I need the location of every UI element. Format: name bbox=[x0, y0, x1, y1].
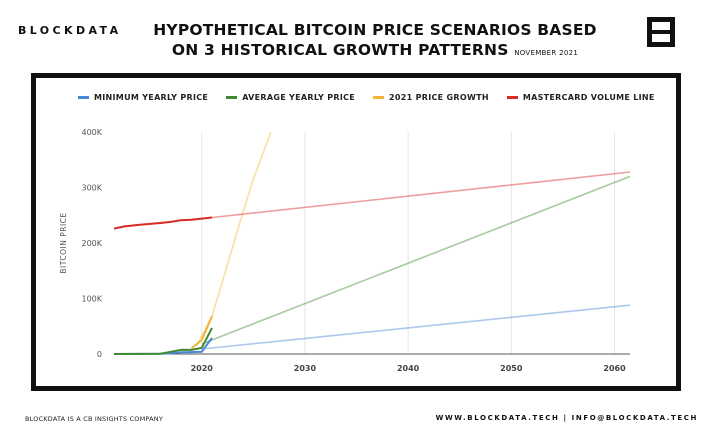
legend-item-mastercard: MASTERCARD VOLUME LINE bbox=[506, 93, 655, 102]
x-tick-label: 2020 bbox=[191, 364, 214, 373]
legend-label-average: AVERAGE YEARLY PRICE bbox=[242, 93, 356, 102]
historical-line-mastercard bbox=[114, 216, 213, 230]
chart-title: HYPOTHETICAL BITCOIN PRICE SCENARIOS BAS… bbox=[140, 20, 610, 63]
projection-line-average bbox=[201, 175, 630, 345]
x-tick-label: 2060 bbox=[603, 364, 626, 373]
y-tick-label: 200K bbox=[81, 239, 102, 248]
chart-legend: MINIMUM YEARLY PRICE AVERAGE YEARLY PRIC… bbox=[78, 93, 655, 102]
x-tick-label: 2040 bbox=[397, 364, 420, 373]
legend-label-2021-growth: 2021 PRICE GROWTH bbox=[389, 93, 489, 102]
y-tick-label: 400K bbox=[81, 128, 102, 137]
legend-label-mastercard: MASTERCARD VOLUME LINE bbox=[522, 93, 655, 102]
blockdata-logo-icon bbox=[647, 17, 675, 47]
legend-item-2021-growth: 2021 PRICE GROWTH bbox=[373, 93, 489, 102]
brand-logo-text: BLOCKDATA bbox=[18, 24, 122, 37]
x-tick-label: 2030 bbox=[294, 364, 317, 373]
x-tick-label: 2050 bbox=[500, 364, 523, 373]
y-tick-label: 100K bbox=[81, 295, 102, 304]
legend-item-minimum: MINIMUM YEARLY PRICE bbox=[78, 93, 208, 102]
y-tick-label: 0 bbox=[97, 350, 102, 359]
historical-line-2021-growth bbox=[190, 315, 213, 350]
legend-swatch-average bbox=[226, 96, 238, 99]
y-tick-label: 300K bbox=[81, 184, 102, 193]
title-line-1: HYPOTHETICAL BITCOIN PRICE SCENARIOS BAS… bbox=[153, 21, 597, 39]
projection-line-minimum bbox=[201, 304, 630, 350]
chart-frame bbox=[31, 73, 681, 391]
publication-date: NOVEMBER 2021 bbox=[514, 49, 579, 57]
legend-swatch-2021-growth bbox=[373, 96, 385, 99]
projection-line-mastercard bbox=[211, 171, 630, 219]
footer-company-note: BLOCKDATA IS A CB INSIGHTS COMPANY bbox=[25, 415, 164, 423]
legend-item-average: AVERAGE YEARLY PRICE bbox=[226, 93, 355, 102]
y-axis-label: BITCOIN PRICE bbox=[59, 212, 68, 273]
title-line-2: ON 3 HISTORICAL GROWTH PATTERNS bbox=[171, 41, 509, 59]
footer-contact: WWW.BLOCKDATA.TECH | INFO@BLOCKDATA.TECH bbox=[435, 414, 698, 422]
projection-line-2021-growth bbox=[195, 132, 272, 347]
legend-label-minimum: MINIMUM YEARLY PRICE bbox=[94, 93, 209, 102]
historical-line-average bbox=[114, 327, 213, 355]
legend-swatch-minimum bbox=[78, 96, 89, 99]
legend-swatch-mastercard bbox=[506, 96, 518, 99]
